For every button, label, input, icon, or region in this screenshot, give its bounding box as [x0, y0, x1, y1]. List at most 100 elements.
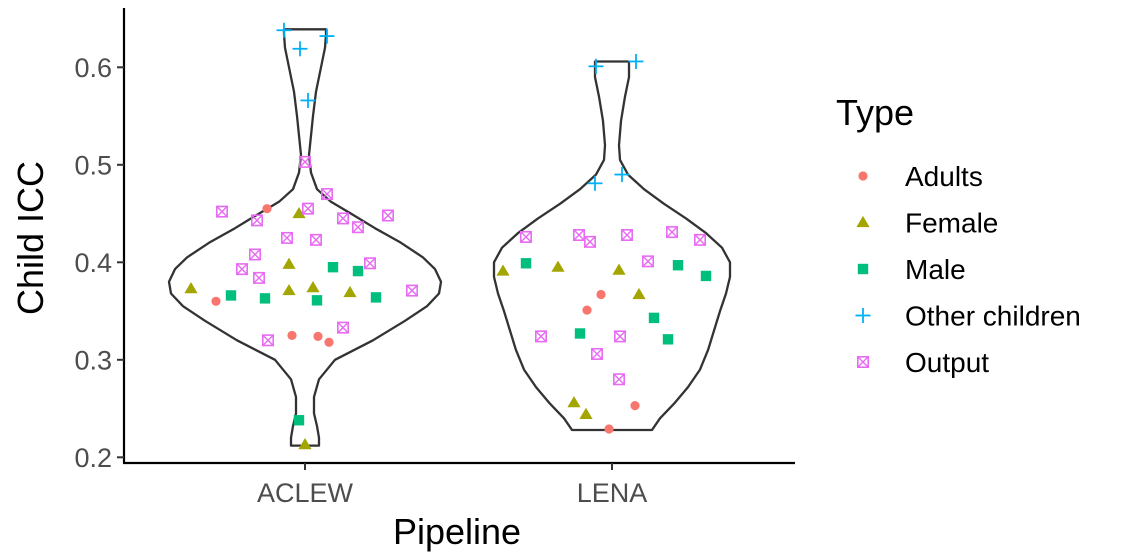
- point-output: [216, 205, 229, 218]
- y-tick-label: 0.2: [74, 443, 112, 473]
- legend-label: Male: [905, 254, 966, 285]
- legend-label: Other children: [905, 301, 1081, 332]
- point-male: [648, 312, 660, 324]
- point-adults: [211, 296, 221, 306]
- x-ticks: ACLEW LENA: [257, 463, 647, 508]
- point-other-children: [292, 41, 308, 57]
- legend-key-male: [857, 263, 869, 275]
- point-output: [301, 202, 314, 215]
- point-female: [292, 206, 306, 219]
- legend-item-output: Output: [856, 347, 989, 378]
- point-other-children: [276, 22, 292, 38]
- point-female: [306, 281, 320, 293]
- point-other-children: [614, 167, 630, 183]
- point-female: [612, 263, 626, 275]
- y-tick-label: 0.4: [74, 248, 112, 278]
- y-axis-title: Child ICC: [10, 161, 51, 315]
- legend-item-female: Female: [856, 208, 998, 239]
- point-output: [253, 271, 266, 284]
- violin-aclew: [167, 28, 443, 447]
- legend-item-other-children: Other children: [855, 301, 1081, 332]
- point-male: [293, 415, 305, 426]
- point-output: [620, 229, 633, 242]
- point-other-children: [319, 28, 335, 44]
- point-adults: [287, 330, 297, 341]
- legend-key-adults: [858, 171, 868, 181]
- point-other-children: [588, 58, 604, 74]
- point-output: [665, 226, 678, 239]
- point-male: [520, 258, 532, 269]
- point-output: [590, 347, 603, 360]
- point-output: [534, 330, 547, 343]
- point-output: [336, 321, 349, 334]
- data-points: [184, 22, 712, 450]
- point-male: [311, 295, 323, 306]
- point-adults: [324, 337, 334, 347]
- x-axis-title: Pipeline: [393, 511, 521, 552]
- legend-label: Output: [905, 347, 989, 378]
- point-male: [662, 334, 674, 345]
- point-adults: [604, 424, 614, 434]
- point-output: [261, 334, 274, 347]
- point-male: [352, 265, 364, 277]
- point-adults: [582, 305, 592, 315]
- point-other-children: [300, 92, 316, 108]
- x-tick-label-aclew: ACLEW: [257, 478, 354, 508]
- point-output: [298, 155, 311, 168]
- point-output: [381, 209, 394, 222]
- point-female: [184, 282, 198, 294]
- legend-item-adults: Adults: [858, 161, 983, 192]
- point-output: [693, 233, 706, 246]
- legend: Type Adults Female Male Other children Outpu…: [836, 92, 1081, 378]
- legend-label: Adults: [905, 161, 983, 192]
- point-female: [343, 285, 357, 298]
- violins: [167, 28, 732, 447]
- point-output: [572, 229, 585, 242]
- point-adults: [596, 289, 606, 300]
- point-output: [309, 233, 322, 246]
- point-female: [298, 438, 312, 450]
- y-tick-label: 0.5: [74, 150, 112, 180]
- point-male: [672, 260, 684, 271]
- point-output: [336, 212, 349, 225]
- point-female: [632, 287, 646, 300]
- point-output: [612, 373, 625, 386]
- point-output: [583, 235, 596, 248]
- legend-key-female: [856, 215, 870, 228]
- legend-key-other-children: [855, 308, 871, 323]
- point-female: [567, 396, 581, 408]
- point-output: [249, 248, 262, 261]
- point-adults: [262, 204, 272, 214]
- point-output: [320, 188, 333, 201]
- point-other-children: [587, 175, 603, 191]
- point-female: [579, 407, 593, 419]
- y-tick-label: 0.6: [74, 53, 112, 83]
- point-female: [282, 257, 296, 269]
- point-male: [225, 290, 237, 301]
- point-output: [351, 221, 364, 234]
- point-adults: [313, 331, 323, 341]
- point-male: [574, 328, 586, 339]
- point-output: [251, 214, 264, 227]
- legend-item-male: Male: [857, 254, 966, 285]
- point-output: [519, 230, 532, 243]
- point-male: [370, 292, 382, 303]
- point-output: [363, 257, 376, 270]
- legend-label: Female: [905, 208, 998, 239]
- point-other-children: [628, 53, 644, 69]
- legend-key-output: [856, 355, 869, 368]
- y-tick-label: 0.3: [74, 345, 112, 375]
- x-tick-label-lena: LENA: [577, 478, 648, 508]
- point-adults: [630, 401, 640, 411]
- point-male: [700, 270, 712, 282]
- point-female: [496, 264, 510, 276]
- point-output: [280, 231, 293, 244]
- point-male: [327, 261, 339, 273]
- point-output: [641, 255, 654, 268]
- y-ticks: 0.2 0.3 0.4 0.5 0.6: [74, 53, 124, 473]
- point-female: [551, 260, 565, 272]
- legend-title: Type: [836, 92, 914, 133]
- violin-lena: [492, 60, 732, 432]
- point-output: [405, 284, 418, 297]
